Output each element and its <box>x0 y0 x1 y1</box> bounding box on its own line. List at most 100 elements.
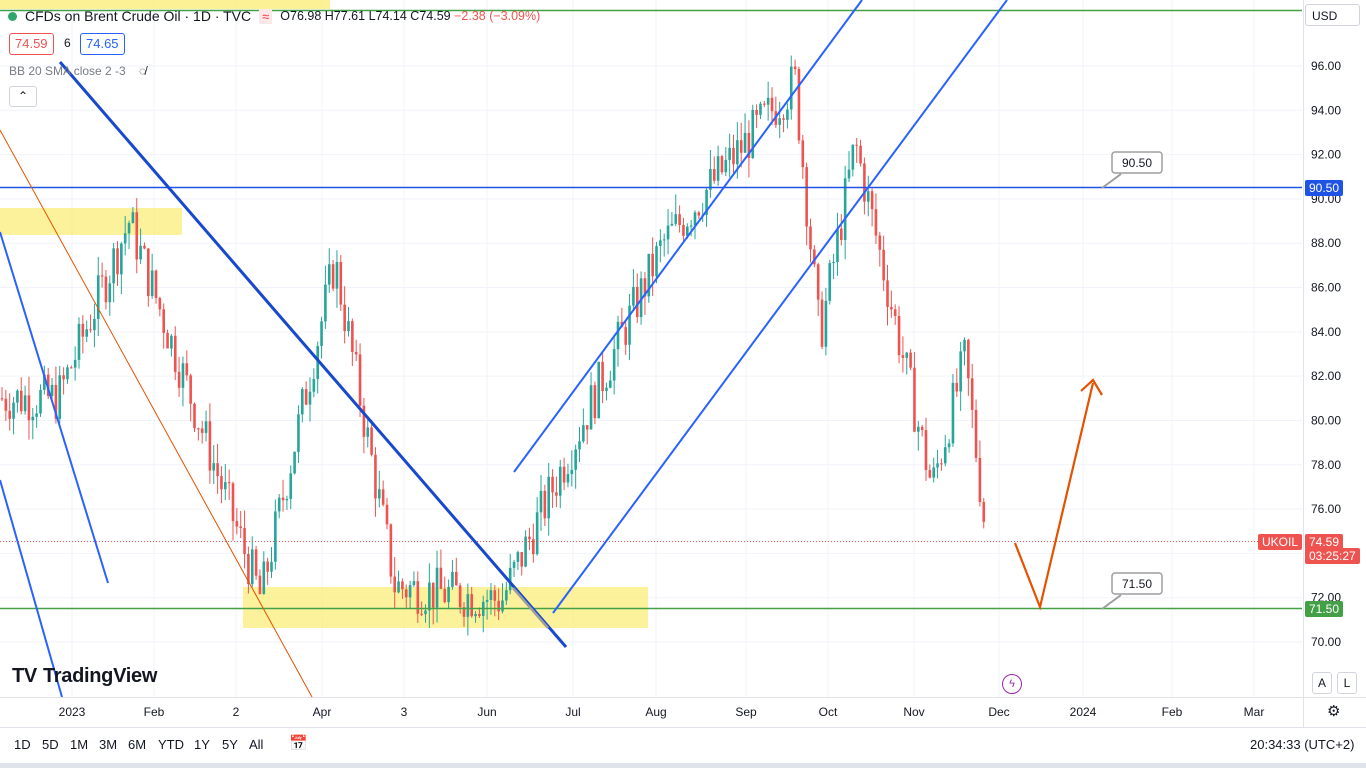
main-downtrend-line[interactable] <box>58 61 568 648</box>
candle-body <box>177 371 181 388</box>
timeframe-all[interactable]: All <box>249 737 264 752</box>
candle-body <box>200 428 204 433</box>
candle-body <box>458 585 462 608</box>
time-axis[interactable]: 2023 Feb 2 Apr 3 Jun Jul Aug Sep Oct Nov Dec 2024 Feb… <box>59 705 1265 719</box>
candle-body <box>485 600 489 602</box>
log-scale-button[interactable]: L <box>1337 672 1357 694</box>
candle-body <box>508 567 512 591</box>
candle-body <box>455 571 458 586</box>
candle-body <box>524 536 527 567</box>
wave-icon[interactable]: ≈ <box>259 8 273 24</box>
candle-body <box>959 351 962 392</box>
candle-body <box>840 228 843 240</box>
candle-body <box>605 387 608 392</box>
timeframe-5y[interactable]: 5Y <box>222 737 238 752</box>
timeframe-ytd[interactable]: YTD <box>158 737 184 752</box>
candle-body <box>832 262 835 264</box>
candle-body <box>820 299 824 347</box>
candle-body <box>327 264 331 285</box>
candle-body <box>593 385 597 419</box>
events-flash-icon[interactable]: ϟ <box>1002 674 1022 694</box>
candle-body <box>189 375 192 404</box>
time-tick-label: Dec <box>988 705 1009 719</box>
time-tick-label: Feb <box>1162 705 1183 719</box>
candle-body <box>216 463 219 477</box>
candle-body <box>974 409 978 458</box>
forecast-arrow[interactable] <box>1013 382 1095 611</box>
candle-body <box>277 497 281 512</box>
candle-body <box>204 421 208 433</box>
candle-body <box>243 528 246 555</box>
candle-body <box>420 613 423 615</box>
candle-body <box>354 351 358 355</box>
candle-body <box>170 335 173 349</box>
low-value: L74.14 <box>368 9 407 23</box>
ascending-channel-lower[interactable] <box>552 0 1008 614</box>
candle-body <box>23 395 27 412</box>
candle-body <box>570 469 574 475</box>
candle-body <box>628 305 631 345</box>
candle-body <box>532 539 535 555</box>
timeframe-1d[interactable]: 1D <box>14 737 31 752</box>
candle-body <box>743 132 747 153</box>
time-tick-label: Aug <box>645 705 666 719</box>
candle-body <box>705 189 708 215</box>
channel-left-line-2[interactable] <box>0 479 63 698</box>
gray-trend-segment <box>512 587 549 629</box>
ascending-channel-upper[interactable] <box>513 0 863 473</box>
candle-body <box>616 321 620 350</box>
tradingview-wordmark: TradingView <box>42 665 158 687</box>
settings-gear-icon[interactable]: ⚙ <box>1327 703 1341 720</box>
candle-body <box>874 209 878 236</box>
timeframe-1y[interactable]: 1Y <box>194 737 210 752</box>
candle-body <box>208 421 212 471</box>
candle-body <box>123 233 127 244</box>
buy-price-button[interactable]: 74.65 <box>80 33 125 55</box>
tradingview-logo[interactable]: TV TradingView <box>12 665 157 688</box>
callout-upper[interactable]: 90.50 <box>1101 151 1163 189</box>
timeframe-5d[interactable]: 5D <box>42 737 59 752</box>
channel-left-line-1[interactable] <box>0 231 109 584</box>
candle-body <box>270 561 273 572</box>
collapse-legend-button[interactable]: ⌃ <box>9 86 37 107</box>
candle-body <box>647 253 651 297</box>
candle-body <box>716 156 720 181</box>
auto-scale-button[interactable]: A <box>1312 672 1332 694</box>
calendar-icon[interactable]: 📅 <box>289 735 308 752</box>
timeframe-3m[interactable]: 3M <box>99 737 118 752</box>
candle-body <box>940 463 943 465</box>
candle-body <box>747 132 751 158</box>
eye-hidden-icon[interactable]: ◌̸ <box>139 64 147 78</box>
currency-selector[interactable]: USD <box>1305 4 1360 26</box>
candle-body <box>612 349 616 381</box>
candle-body <box>62 375 65 380</box>
timeframe-6m[interactable]: 6M <box>128 737 147 752</box>
candle-body <box>16 390 19 403</box>
candle-body <box>54 385 58 419</box>
candle-body <box>897 315 901 356</box>
timeframe-1m[interactable]: 1M <box>70 737 89 752</box>
upper-level-tag: 90.50 <box>1305 180 1344 196</box>
candle-body <box>351 321 354 352</box>
candle-body <box>859 145 862 164</box>
time-tick-label: 2023 <box>59 705 86 719</box>
candle-body <box>416 581 420 614</box>
candle-body <box>635 286 639 318</box>
candle-body <box>535 512 539 555</box>
indicator-label[interactable]: BB 20 SMA close 2 -3 <box>9 64 126 78</box>
orange-trend-line[interactable] <box>0 129 313 698</box>
candle-body <box>720 156 724 173</box>
candle-body <box>659 240 662 247</box>
callout-lower[interactable]: 71.50 <box>1101 572 1163 610</box>
tradingview-mark-icon: TV <box>12 665 37 687</box>
candle-body <box>951 382 955 444</box>
candle-body <box>893 309 897 316</box>
candle-body <box>12 402 15 419</box>
candle-body <box>331 264 335 289</box>
candle-body <box>212 463 216 471</box>
candle-body <box>789 66 793 110</box>
clock-readout[interactable]: 20:34:33 (UTC+2) <box>1250 737 1355 752</box>
sell-price-button[interactable]: 74.59 <box>9 33 54 55</box>
candle-body <box>139 245 142 260</box>
